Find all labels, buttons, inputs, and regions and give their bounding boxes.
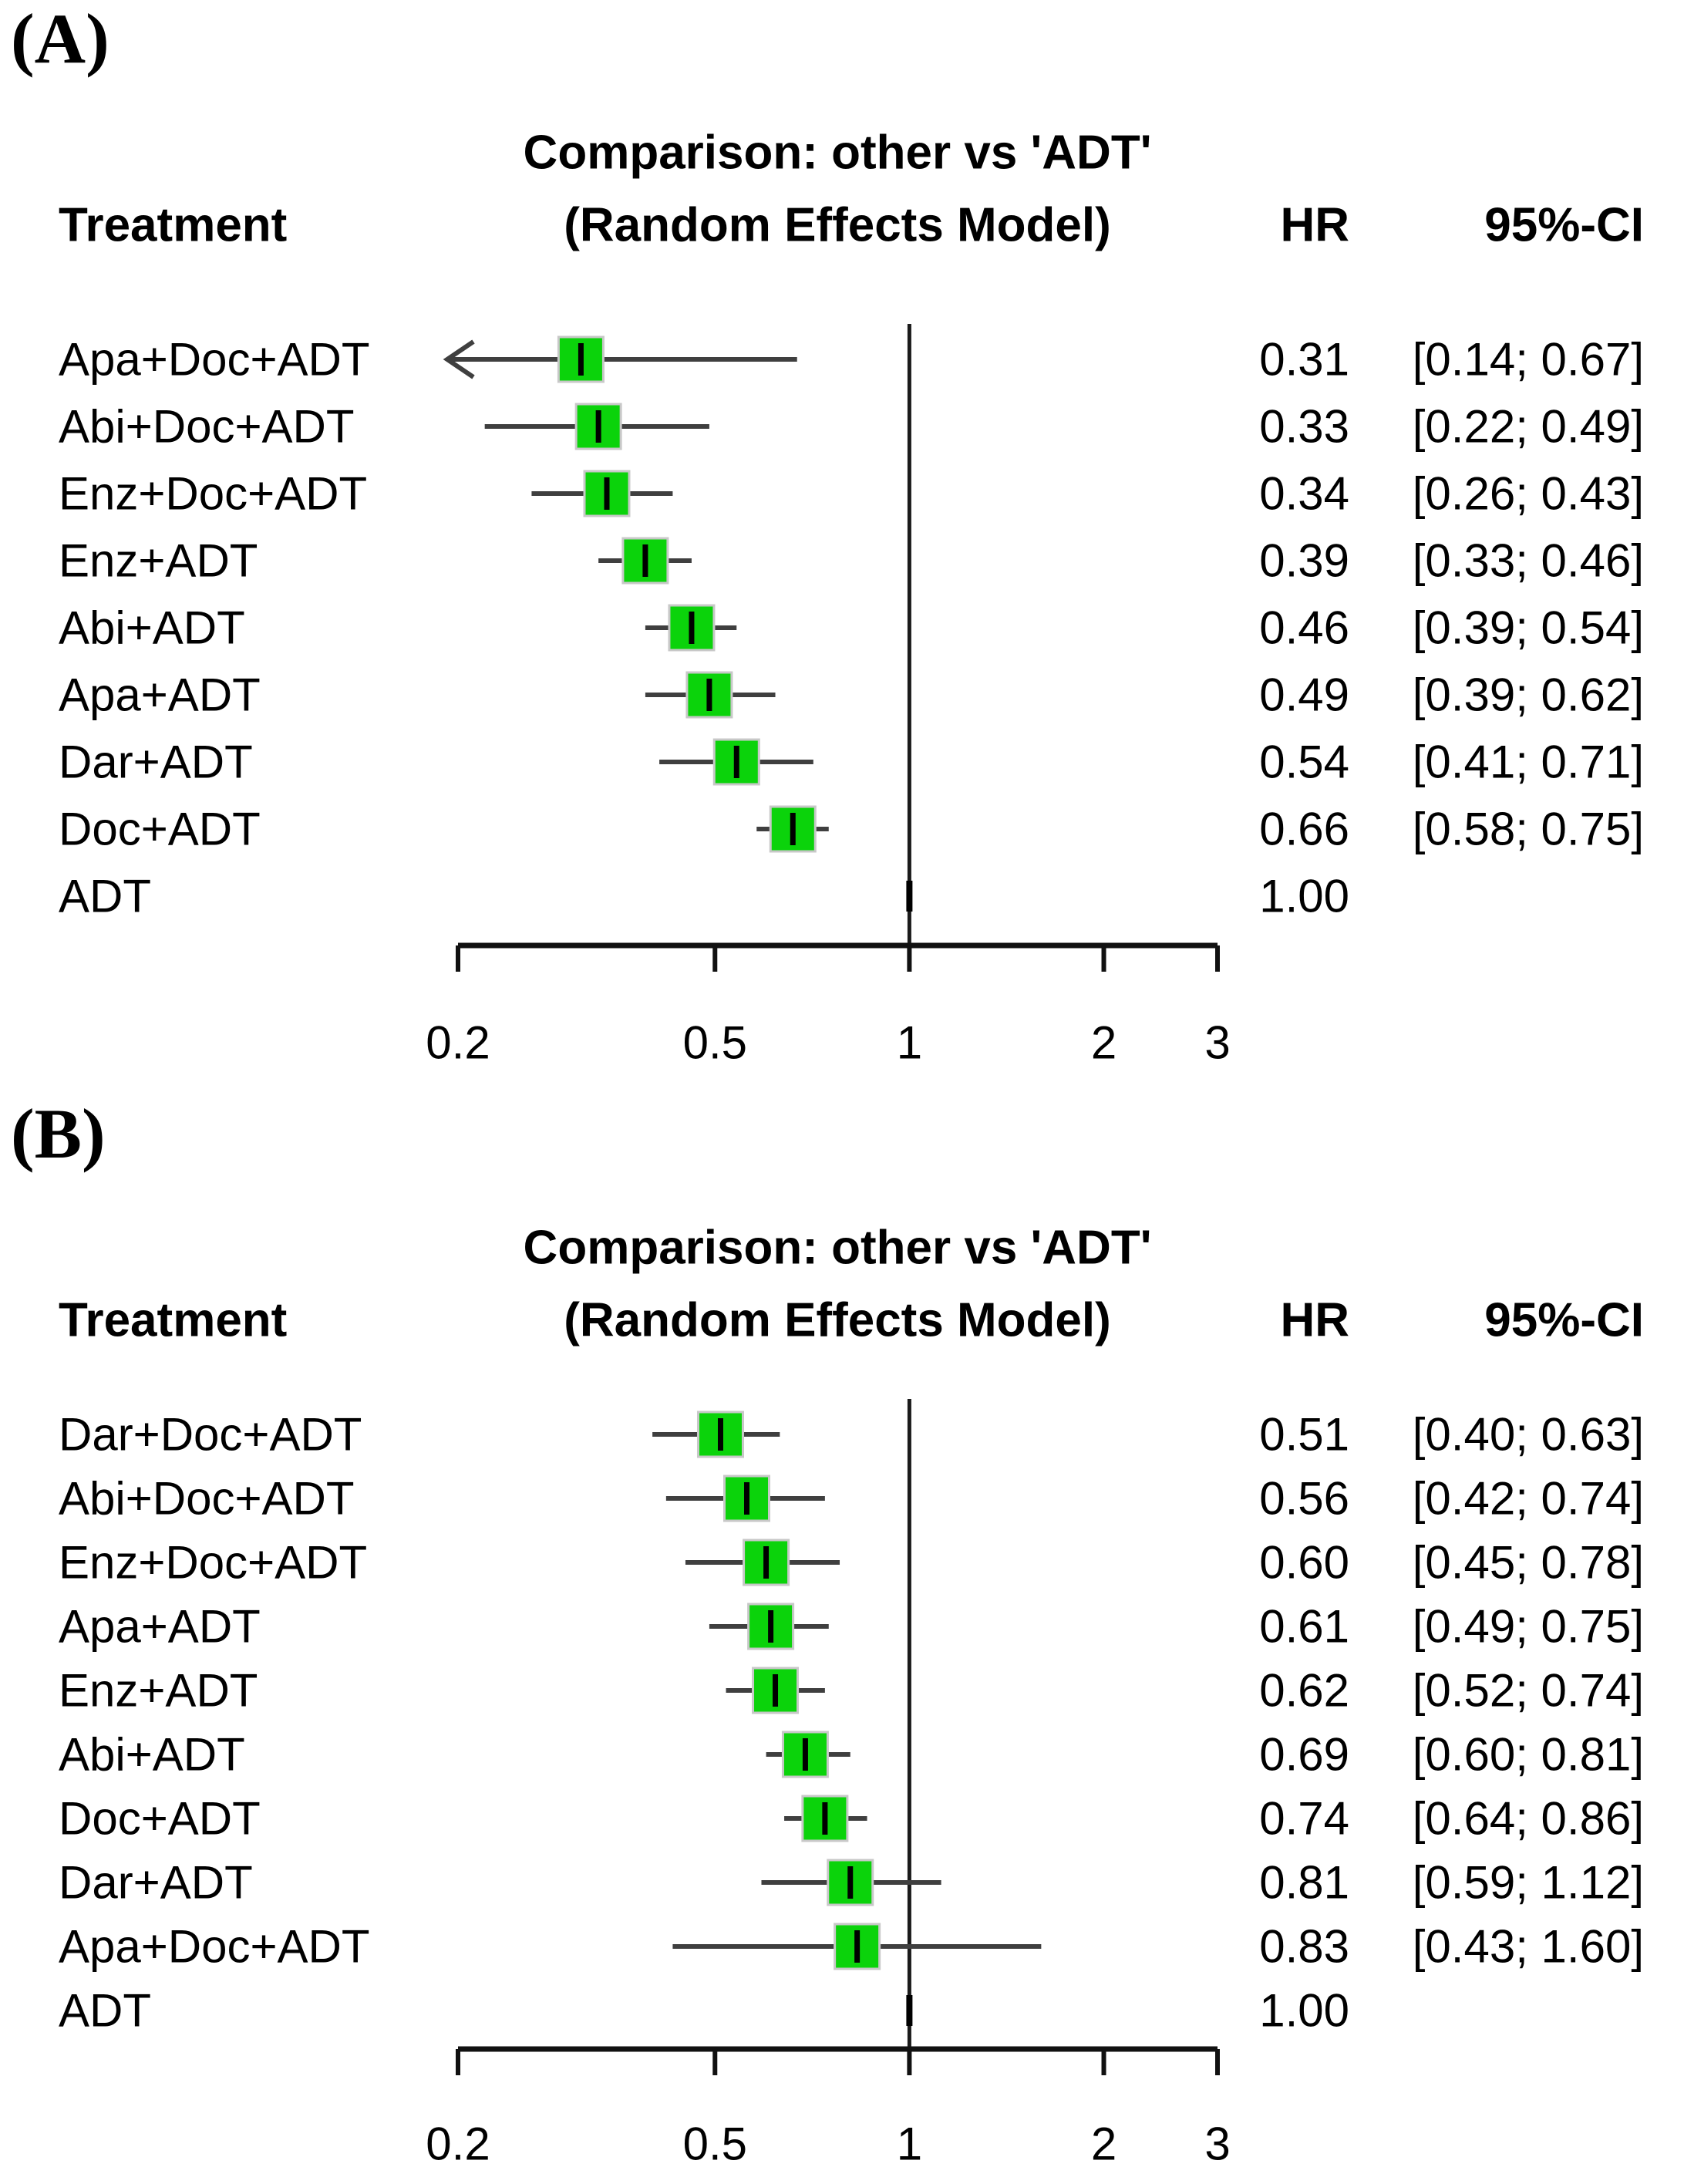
ci-value: [0.52; 0.74]	[1412, 1664, 1644, 1717]
treatment-label: ADT	[59, 1984, 151, 2037]
hr-value: 0.66	[1259, 803, 1349, 855]
hr-value: 0.33	[1259, 400, 1349, 453]
treatment-label: Doc+ADT	[59, 1792, 261, 1845]
panel-a: (A) Comparison: other vs 'ADT' (Random E…	[11, 0, 1644, 1069]
x-tick-label: 2	[1090, 2118, 1117, 2170]
panel-b: (B) Comparison: other vs 'ADT' (Random E…	[0, 1095, 1684, 2184]
left-arrow-icon	[443, 339, 475, 379]
x-tick-label: 3	[1204, 1016, 1231, 1069]
column-header-treatment: Treatment	[59, 1293, 288, 1347]
treatment-label: Apa+ADT	[59, 1600, 261, 1653]
hr-value: 0.46	[1259, 602, 1349, 654]
hr-value: 0.83	[1259, 1920, 1349, 1973]
hr-value: 0.62	[1259, 1664, 1349, 1717]
ci-value: [0.43; 1.60]	[1412, 1920, 1644, 1973]
hr-value: 0.49	[1259, 669, 1349, 721]
hr-value: 1.00	[1259, 1984, 1349, 2037]
hr-value: 0.39	[1259, 534, 1349, 587]
x-tick-label: 0.2	[426, 2118, 490, 2170]
x-tick-label: 0.2	[426, 1016, 490, 1069]
hr-value: 0.60	[1259, 1536, 1349, 1589]
ci-value: [0.33; 0.46]	[1412, 534, 1644, 587]
hr-value: 0.81	[1259, 1856, 1349, 1909]
ci-value: [0.22; 0.49]	[1412, 400, 1644, 453]
ci-value: [0.64; 0.86]	[1412, 1792, 1644, 1845]
column-header-hr: HR	[1280, 198, 1349, 252]
treatment-label: ADT	[59, 870, 151, 922]
x-tick-label: 2	[1090, 1016, 1117, 1069]
treatment-label: Apa+Doc+ADT	[59, 333, 370, 386]
ci-value: [0.42; 0.74]	[1412, 1472, 1644, 1525]
chart-title-line2: (Random Effects Model)	[564, 198, 1111, 252]
ci-value: [0.41; 0.71]	[1412, 736, 1644, 788]
treatment-label: Abi+Doc+ADT	[59, 400, 355, 453]
chart-title-line1: Comparison: other vs 'ADT'	[523, 126, 1152, 180]
ci-value: [0.45; 0.78]	[1412, 1536, 1644, 1589]
x-tick-label: 1	[896, 2118, 923, 2170]
treatment-label: Enz+Doc+ADT	[59, 1536, 368, 1589]
hr-value: 0.31	[1259, 333, 1349, 386]
hr-value: 0.74	[1259, 1792, 1349, 1845]
treatment-label: Dar+ADT	[59, 1856, 253, 1909]
x-tick-label: 0.5	[682, 1016, 747, 1069]
column-header-treatment: Treatment	[59, 198, 288, 252]
treatment-label: Dar+ADT	[59, 736, 253, 788]
x-tick-label: 0.5	[682, 2118, 747, 2170]
hr-value: 0.51	[1259, 1408, 1349, 1461]
ci-value: [0.39; 0.54]	[1412, 602, 1644, 654]
x-tick-label: 1	[896, 1016, 923, 1069]
panel-b-label: (B)	[11, 1094, 106, 1173]
treatment-label: Enz+Doc+ADT	[59, 467, 368, 520]
chart-title-line2: (Random Effects Model)	[564, 1293, 1111, 1347]
hr-value: 0.54	[1259, 736, 1349, 788]
forest-plot-svg	[443, 324, 1220, 972]
hr-value: 1.00	[1259, 870, 1349, 922]
hr-value: 0.61	[1259, 1600, 1349, 1653]
hr-value: 0.69	[1259, 1728, 1349, 1781]
treatment-label: Apa+ADT	[59, 669, 261, 721]
panel-a-label: (A)	[11, 0, 109, 78]
ci-value: [0.49; 0.75]	[1412, 1600, 1644, 1653]
hr-value: 0.56	[1259, 1472, 1349, 1525]
treatment-label: Apa+Doc+ADT	[59, 1920, 370, 1973]
ci-value: [0.59; 1.12]	[1412, 1856, 1644, 1909]
chart-title-line1: Comparison: other vs 'ADT'	[523, 1221, 1152, 1275]
column-header-ci: 95%-CI	[1484, 198, 1644, 252]
treatment-label: Doc+ADT	[59, 803, 261, 855]
treatment-label: Enz+ADT	[59, 534, 258, 587]
treatment-label: Dar+Doc+ADT	[59, 1408, 362, 1461]
treatment-label: Enz+ADT	[59, 1664, 258, 1717]
ci-value: [0.60; 0.81]	[1412, 1728, 1644, 1781]
hr-value: 0.34	[1259, 467, 1349, 520]
ci-value: [0.14; 0.67]	[1412, 333, 1644, 386]
treatment-label: Abi+ADT	[59, 602, 245, 654]
column-header-hr: HR	[1280, 1293, 1349, 1347]
treatment-label: Abi+ADT	[59, 1728, 245, 1781]
treatment-label: Abi+Doc+ADT	[59, 1472, 355, 1525]
ci-value: [0.39; 0.62]	[1412, 669, 1644, 721]
forest-plot-svg	[456, 1399, 1220, 2075]
ci-value: [0.40; 0.63]	[1412, 1408, 1644, 1461]
ci-value: [0.26; 0.43]	[1412, 467, 1644, 520]
ci-value: [0.58; 0.75]	[1412, 803, 1644, 855]
column-header-ci: 95%-CI	[1484, 1293, 1644, 1347]
x-tick-label: 3	[1204, 2118, 1231, 2170]
